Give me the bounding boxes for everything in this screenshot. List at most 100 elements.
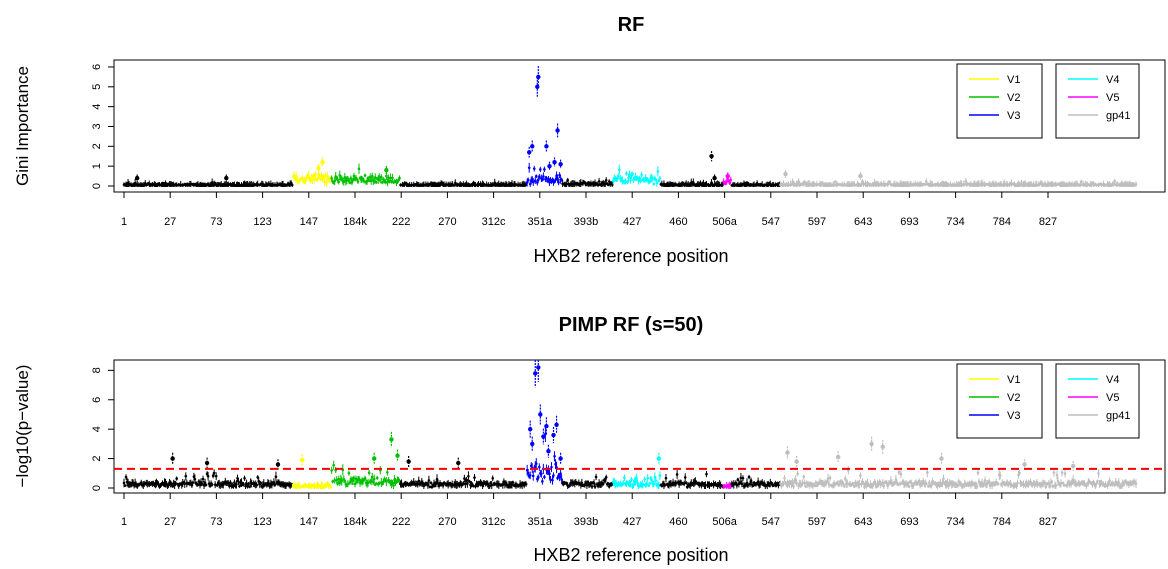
data-point — [1020, 181, 1023, 184]
peak-point — [725, 173, 730, 179]
data-point — [1079, 180, 1083, 183]
data-point — [559, 472, 562, 475]
data-point — [749, 479, 753, 482]
data-point — [527, 166, 531, 170]
data-point — [1078, 183, 1082, 187]
data-point — [243, 476, 246, 480]
data-point — [683, 476, 687, 479]
x-tick-label: 827 — [1039, 216, 1057, 228]
data-point — [290, 183, 294, 187]
peak-point — [552, 159, 557, 165]
data-point — [1063, 472, 1067, 475]
data-point — [1113, 179, 1117, 183]
data-point — [191, 481, 195, 484]
data-point — [381, 181, 384, 184]
rf-legend: V1 V2 V3 V4 V5 gp41 — [956, 63, 1140, 139]
data-point — [1059, 481, 1063, 485]
data-point — [373, 176, 377, 179]
data-point — [664, 476, 668, 480]
pimp-x-axis-label: HXB2 reference position — [533, 545, 728, 565]
data-point — [801, 481, 805, 485]
data-point — [828, 476, 832, 480]
legend-box-left — [956, 63, 1043, 139]
data-point — [1122, 483, 1126, 486]
data-point — [622, 481, 625, 485]
peak-point — [551, 432, 556, 438]
x-tick-label: 27 — [164, 216, 176, 228]
peak-point — [204, 460, 210, 466]
data-point — [347, 471, 351, 475]
data-point — [214, 474, 218, 478]
peak-point — [858, 173, 863, 179]
data-point — [630, 478, 633, 481]
data-point — [998, 474, 1002, 477]
data-point — [273, 483, 277, 486]
x-tick-label: 222 — [392, 516, 410, 528]
data-point — [391, 176, 394, 180]
x-tick-label: 506a — [712, 516, 737, 528]
x-tick-label: 147 — [300, 216, 318, 228]
data-point — [533, 179, 537, 182]
peak-point — [794, 459, 799, 464]
data-point — [472, 484, 475, 488]
data-point — [318, 174, 321, 178]
data-point — [539, 168, 542, 171]
data-point — [740, 482, 744, 486]
peak-point — [555, 128, 560, 133]
legend-label-v2: V2 — [1007, 392, 1020, 404]
data-point — [122, 481, 126, 485]
data-point — [907, 485, 911, 488]
data-point — [274, 475, 278, 478]
y-tick-label: 8 — [91, 367, 103, 373]
data-point — [534, 174, 538, 178]
data-point — [1117, 481, 1121, 484]
x-tick-label: 427 — [623, 516, 641, 528]
peak-point — [533, 371, 538, 376]
data-point — [1016, 481, 1019, 485]
data-point — [1054, 484, 1058, 487]
data-point — [643, 478, 646, 481]
data-point — [387, 176, 390, 180]
y-tick-label: 5 — [91, 84, 103, 90]
data-point — [204, 483, 208, 487]
data-point — [386, 181, 389, 184]
data-point — [174, 481, 177, 485]
data-point — [207, 482, 211, 485]
data-point — [190, 483, 194, 487]
data-point — [603, 479, 607, 483]
data-point — [201, 477, 205, 481]
peak-point — [300, 457, 305, 463]
data-point — [228, 484, 231, 488]
data-point — [362, 180, 366, 183]
data-point — [398, 176, 401, 180]
data-point — [843, 477, 847, 480]
peak-point — [536, 365, 541, 370]
data-point — [783, 476, 786, 480]
data-point — [682, 482, 686, 485]
data-point — [531, 474, 535, 478]
data-point — [704, 484, 707, 487]
x-tick-label: 693 — [900, 216, 918, 228]
peak-point — [541, 434, 546, 439]
data-point — [967, 484, 971, 487]
x-tick-label: 734 — [946, 216, 964, 228]
x-tick-label: 643 — [854, 516, 872, 528]
pimp-panel: PIMP RF (s=50) −log10(p−value) HXB2 refe… — [13, 314, 1166, 565]
data-point — [628, 173, 631, 176]
data-point — [976, 471, 980, 475]
data-point — [428, 485, 432, 489]
data-point — [367, 471, 371, 475]
data-point — [1097, 472, 1100, 475]
data-point — [896, 483, 900, 486]
data-point — [642, 483, 645, 487]
x-tick-label: 827 — [1039, 516, 1057, 528]
data-point — [853, 485, 856, 488]
pimp-x-ticks: 1 27 73 123 147 184k 222 270 312c 351a 393b 427 460 5… — [121, 493, 1057, 528]
data-point — [336, 482, 340, 485]
data-point — [604, 179, 608, 182]
peak-point — [1022, 462, 1027, 467]
data-point — [899, 472, 903, 476]
x-tick-label: 597 — [808, 216, 826, 228]
data-point — [617, 175, 620, 178]
